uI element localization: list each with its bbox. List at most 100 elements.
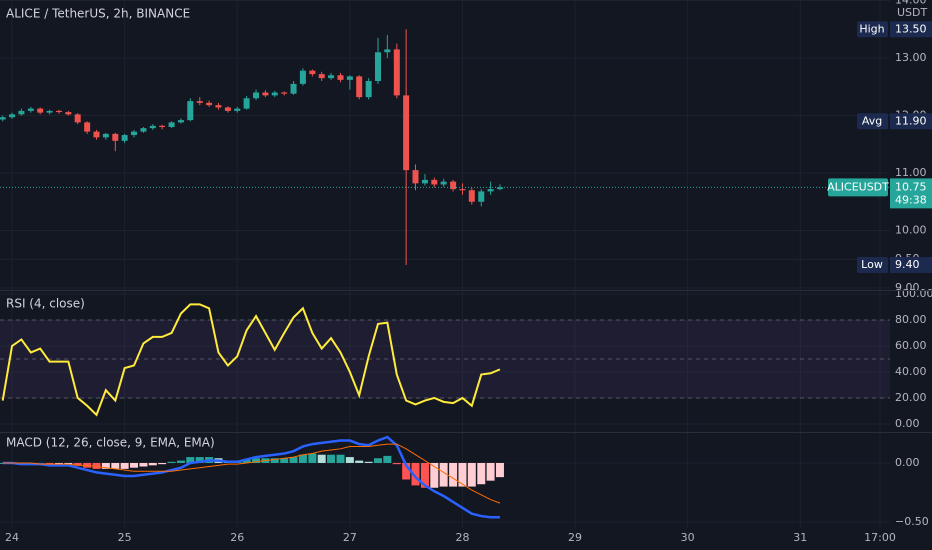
histogram-bar	[411, 462, 420, 486]
y-tick-label: 20.00	[895, 391, 927, 404]
grid	[0, 0, 890, 528]
y-tick-label: 100.00	[895, 287, 932, 300]
candle-body	[168, 122, 175, 128]
candle-body	[93, 131, 100, 138]
histogram-bar	[242, 459, 251, 463]
histogram-bar	[139, 462, 148, 467]
pane-title: MACD (12, 26, close, 9, EMA, EMA)	[6, 436, 215, 450]
candle-body	[234, 108, 241, 111]
candle-body	[450, 181, 457, 190]
last-name-box	[828, 178, 888, 197]
histogram-bar	[467, 462, 476, 487]
candle-body	[496, 187, 503, 190]
histogram-bar	[458, 462, 467, 487]
histogram-bar	[402, 462, 411, 480]
histogram-bar	[308, 453, 317, 463]
histogram-bar	[45, 462, 54, 465]
histogram-bar	[355, 460, 364, 463]
last-name: ALICEUSDT	[827, 180, 889, 193]
countdown: 49:38	[895, 193, 927, 206]
y-tick-label: −0.50	[895, 515, 929, 528]
candle-body	[149, 125, 156, 129]
histogram-bar	[327, 454, 336, 463]
candle-body	[112, 133, 119, 141]
candle-body	[46, 110, 53, 113]
chart-title: ALICE / TetherUS, 2h, BINANCE	[6, 7, 190, 21]
x-tick-label: 29	[568, 531, 582, 544]
histogram-bar	[439, 462, 448, 487]
marker-label-box	[857, 256, 888, 273]
candle-body	[290, 83, 297, 94]
histogram-bar	[477, 462, 486, 485]
histogram-bar	[167, 461, 176, 463]
candle-body	[346, 76, 353, 80]
candle-body	[9, 114, 16, 118]
candle-body	[328, 75, 335, 79]
x-tick-label: 31	[793, 531, 807, 544]
candle-body	[356, 76, 363, 98]
histogram-bar	[495, 462, 504, 478]
marker-value-box	[890, 113, 932, 130]
candle-body	[121, 135, 128, 141]
histogram-bar	[73, 462, 82, 466]
x-tick-label: 17:00	[864, 531, 896, 544]
candle-body	[206, 102, 213, 106]
candle-body	[215, 105, 222, 108]
candle-body	[159, 125, 166, 128]
macd-line	[2, 435, 500, 519]
candle-body	[478, 191, 485, 202]
histogram-bar	[129, 462, 138, 468]
candle-body	[74, 114, 81, 123]
histogram-bar	[186, 457, 195, 463]
last-value: 10.75	[895, 180, 927, 193]
rsi-band	[0, 319, 890, 398]
candle-body	[18, 110, 25, 115]
histogram-bar	[195, 457, 204, 463]
y-tick-label: 0.00	[895, 456, 920, 469]
candle-body	[102, 133, 109, 138]
last-value-box	[890, 178, 932, 209]
marker-label-box	[857, 21, 888, 38]
candle-body	[318, 74, 325, 79]
candle-body	[375, 52, 382, 82]
candle-body	[243, 98, 250, 109]
histogram-bar	[449, 462, 458, 487]
histogram-bar	[252, 458, 261, 463]
candle-body	[37, 108, 44, 113]
candle-body	[281, 92, 288, 94]
candle-body	[177, 120, 184, 123]
y-unit: USDT	[897, 6, 928, 19]
candle-body	[65, 112, 72, 115]
marker-value-box	[890, 256, 932, 273]
y-tick-label: 0.00	[895, 417, 920, 430]
histogram-bar	[336, 454, 345, 463]
marker-label-box	[857, 113, 888, 130]
y-tick-label: 14.00	[895, 0, 927, 7]
candle-body	[56, 110, 63, 113]
histogram-bar	[158, 462, 167, 465]
y-tick-label: 40.00	[895, 365, 927, 378]
histogram-bar	[289, 457, 298, 463]
x-tick-label: 28	[455, 531, 469, 544]
candle-body	[393, 49, 400, 96]
candle-body	[365, 81, 372, 98]
histogram-bar	[374, 458, 383, 463]
marker-label: High	[859, 22, 884, 35]
candle-body	[299, 70, 306, 84]
histogram-bar	[111, 462, 120, 469]
histogram-bar	[298, 454, 307, 463]
candle-body	[84, 122, 91, 132]
marker-value-box	[890, 21, 932, 38]
candle-body	[253, 92, 260, 99]
candle-body	[27, 108, 34, 111]
histogram-bar	[148, 462, 157, 466]
marker-value: 13.50	[895, 22, 927, 35]
marks	[0, 29, 890, 519]
candle-body	[196, 101, 203, 103]
candle-body	[130, 131, 137, 136]
histogram-bar	[317, 454, 326, 463]
candle-body	[384, 49, 391, 53]
marker-value: 9.40	[895, 258, 920, 271]
